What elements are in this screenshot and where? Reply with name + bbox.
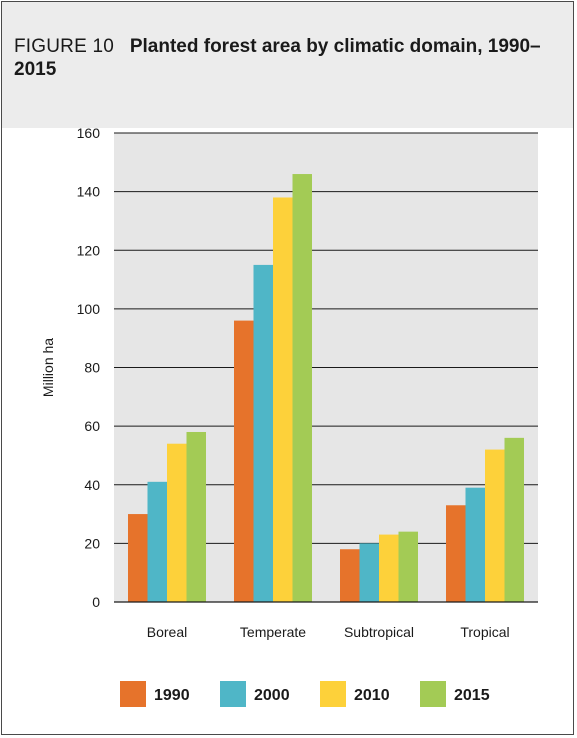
legend-swatch-2010 — [320, 681, 346, 707]
bar-1990-boreal — [128, 514, 148, 602]
figure-header: FIGURE 10 Planted forest area by climati… — [2, 2, 573, 128]
y-tick-label: 100 — [77, 301, 101, 317]
legend-label-1990: 1990 — [154, 687, 190, 704]
legend-swatch-2015 — [420, 681, 446, 707]
y-tick-label: 40 — [84, 477, 100, 493]
x-tick-label: Boreal — [147, 624, 187, 640]
x-tick-label: Temperate — [240, 624, 306, 640]
y-tick-label: 60 — [84, 418, 100, 434]
y-tick-label: 20 — [84, 535, 100, 551]
bar-1990-temperate — [234, 320, 254, 602]
bar-2010-boreal — [167, 443, 187, 602]
y-tick-label: 120 — [77, 242, 101, 258]
bar-2000-boreal — [147, 481, 167, 602]
figure-label: FIGURE 10 — [14, 36, 114, 57]
bar-2000-temperate — [253, 264, 273, 602]
y-tick-label: 140 — [77, 184, 101, 200]
bar-2015-subtropical — [398, 531, 418, 602]
legend-label-2015: 2015 — [454, 687, 490, 704]
legend-swatch-1990 — [120, 681, 146, 707]
bar-1990-tropical — [446, 505, 466, 602]
y-tick-label: 0 — [92, 594, 100, 610]
bar-1990-subtropical — [340, 549, 360, 602]
bar-2000-tropical — [465, 487, 485, 602]
x-tick-label: Subtropical — [344, 624, 414, 640]
figure-title-text: Planted forest area by climatic domain, … — [14, 36, 541, 80]
y-tick-label: 160 — [77, 125, 101, 141]
bar-2000-subtropical — [359, 543, 379, 602]
x-tick-label: Tropical — [460, 624, 509, 640]
figure-title: FIGURE 10 Planted forest area by climati… — [14, 35, 561, 81]
bar-2015-boreal — [186, 431, 206, 602]
y-axis-label: Million ha — [40, 338, 56, 397]
bar-2010-tropical — [485, 449, 505, 602]
bar-2015-temperate — [292, 174, 312, 602]
bar-2010-subtropical — [379, 534, 399, 602]
y-tick-label: 80 — [84, 360, 100, 376]
legend-label-2010: 2010 — [354, 687, 390, 704]
bar-2010-temperate — [273, 197, 293, 603]
legend-label-2000: 2000 — [254, 687, 290, 704]
bar-2015-tropical — [504, 437, 524, 602]
legend-swatch-2000 — [220, 681, 246, 707]
